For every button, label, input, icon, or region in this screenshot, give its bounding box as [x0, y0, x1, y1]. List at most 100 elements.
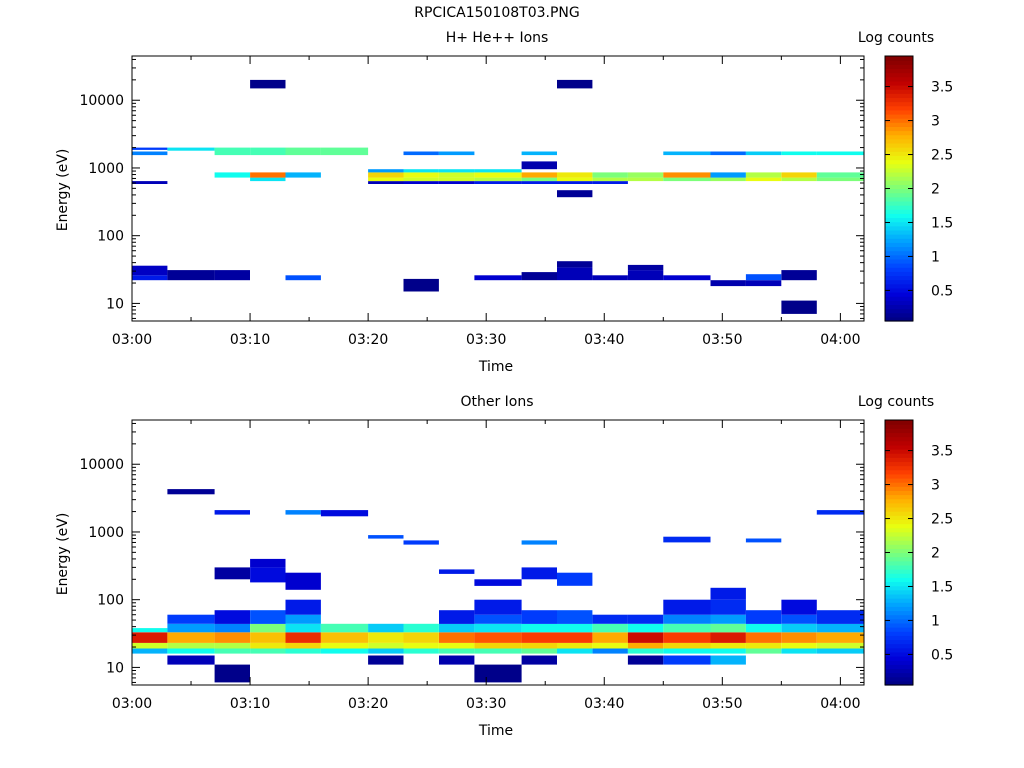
heatmap-cell [167, 648, 215, 654]
colorbar-swatch [885, 589, 913, 595]
colorbar-swatch [885, 627, 913, 632]
heatmap-cell [403, 172, 439, 178]
heatmap-cell [474, 632, 522, 643]
heatmap-cell [816, 177, 864, 182]
heatmap-cell [250, 177, 286, 182]
heatmap-cell [781, 151, 817, 156]
heatmap-cell [368, 623, 404, 633]
heatmap-cell [557, 190, 593, 198]
heatmap-cell [320, 623, 369, 633]
heatmap-cell [250, 147, 286, 156]
colorbar-swatch [885, 80, 913, 86]
colorbar-swatch [885, 618, 913, 624]
colorbar-swatch [885, 283, 913, 289]
colorbar-swatch [885, 263, 913, 268]
colorbar-swatch [885, 436, 913, 442]
heatmap-cell [557, 267, 593, 281]
heatmap-cell [627, 264, 664, 271]
heatmap-cell [663, 151, 711, 156]
colorbar-swatch [885, 680, 913, 686]
colorbar-swatch [885, 134, 913, 140]
heatmap-cell [592, 181, 628, 184]
colorbar-swatch [885, 660, 913, 665]
panel-other-ions: Other Ions Log counts 10 100 1000 10000 03:0… [55, 394, 953, 739]
heatmap-cell [320, 642, 369, 649]
heatmap-cell [132, 265, 168, 276]
y-axis-label: Energy (eV) [55, 513, 71, 596]
heatmap-cell [250, 632, 286, 643]
heatmap-cell [214, 642, 250, 649]
heatmap-cell [745, 177, 782, 182]
heatmap-cell [557, 177, 593, 182]
colorbar-swatch [885, 651, 913, 657]
heatmap-cell [557, 642, 593, 649]
heatmap-cell [285, 275, 321, 281]
colorbar-tick-label: 3 [931, 114, 940, 130]
heatmap-cell [592, 642, 628, 649]
heatmap-cell [439, 632, 475, 643]
heatmap-cell [474, 642, 522, 649]
y-tick-label: 10 [106, 660, 124, 676]
heatmap-cell [663, 623, 711, 633]
heatmap-cell [132, 648, 168, 654]
heatmap-cell [285, 510, 321, 515]
colorbar-swatch [885, 205, 913, 210]
heatmap-cell [781, 614, 817, 624]
heatmap-cell [439, 169, 475, 173]
heatmap-cell [521, 177, 557, 182]
colorbar-swatch [885, 316, 913, 322]
x-tick-label: 03:10 [230, 696, 270, 712]
heatmap-cell [627, 172, 664, 178]
heatmap-cell [781, 623, 817, 633]
colorbar-swatch [885, 93, 913, 99]
heatmap-cell [663, 177, 711, 182]
x-tick-label: 03:50 [702, 696, 742, 712]
x-tick-label: 03:00 [112, 332, 152, 348]
heatmap-cell [745, 172, 782, 178]
heatmap-cell [132, 181, 168, 184]
colorbar-swatch [885, 89, 913, 94]
heatmap-cell [521, 540, 557, 545]
colorbar-swatch [885, 300, 913, 306]
heatmap-cell [285, 648, 321, 654]
y-tick-label: 10 [106, 296, 124, 312]
colorbar: 0.5 1 1.5 2 2.5 3 3.5 [884, 419, 953, 686]
colorbar-swatch [885, 97, 913, 103]
colorbar-swatch [885, 180, 913, 185]
heatmap-cell [368, 648, 404, 654]
heatmap-cell [557, 172, 593, 178]
y-tick-label: 10000 [79, 93, 124, 109]
heatmap-cell [710, 599, 746, 615]
colorbar-swatch [885, 631, 913, 636]
heatmap-cell [368, 177, 404, 182]
heatmap-cell [132, 275, 168, 281]
heatmap-cell [710, 172, 746, 178]
heatmap-cell [781, 172, 817, 178]
colorbar-swatch [885, 420, 913, 425]
colorbar-swatch [885, 221, 913, 227]
heatmap-cell [285, 599, 321, 615]
heatmap-cell [710, 623, 746, 633]
heatmap-cell [474, 648, 522, 654]
heatmap-cell [167, 489, 215, 495]
heatmap-cell [663, 599, 711, 615]
x-tick-label: 03:40 [584, 696, 624, 712]
colorbar-swatch [885, 304, 913, 310]
heatmap-cell [214, 623, 250, 633]
x-tick-label: 03:10 [230, 332, 270, 348]
heatmap-cell [781, 632, 817, 643]
heatmap-cell [474, 599, 522, 615]
colorbar-swatch [885, 639, 913, 645]
heatmap-cell [557, 181, 593, 184]
colorbar-swatch [885, 490, 913, 496]
heatmap-cell [132, 642, 168, 649]
heatmap-cell [320, 510, 369, 517]
heatmap-cell [368, 655, 404, 665]
colorbar-tick-label: 3 [931, 478, 940, 494]
colorbar-swatch [885, 122, 913, 127]
heatmap-cell [439, 151, 475, 156]
heatmap-cell [521, 648, 557, 654]
heatmap-cell [439, 648, 475, 654]
colorbar-swatch [885, 647, 913, 653]
